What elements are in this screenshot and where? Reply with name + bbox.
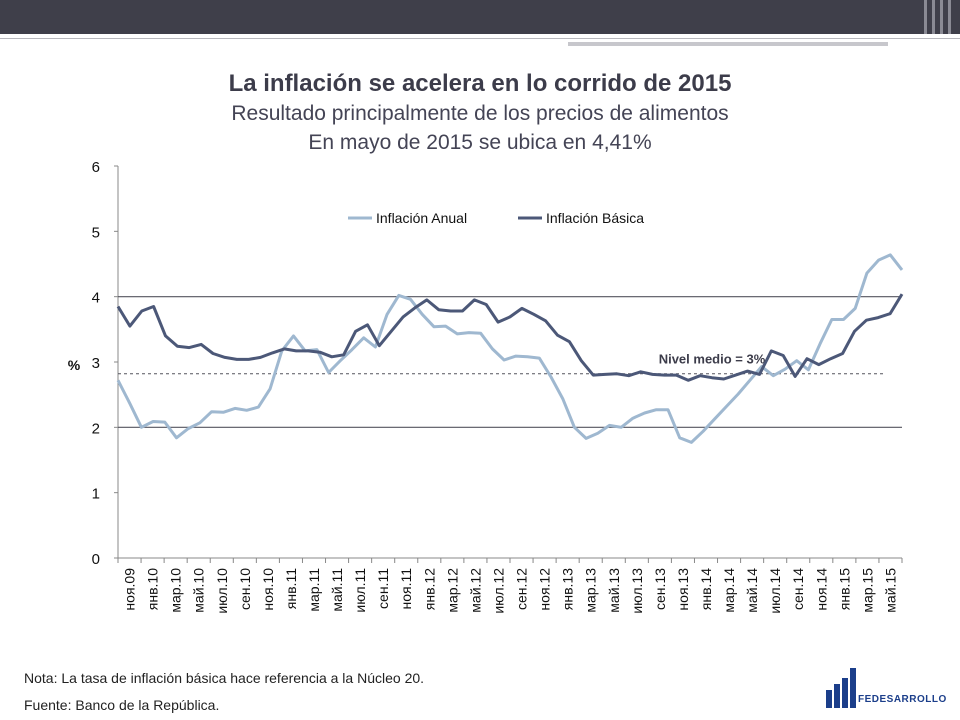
x-tick-label: май.11 [329, 568, 345, 612]
y-tick-label: 6 [92, 159, 100, 176]
x-tick-label: мар.15 [859, 568, 875, 613]
y-tick-label: 3 [92, 355, 100, 372]
x-tick-label: сен.12 [514, 568, 530, 610]
x-tick-label: ноя.13 [675, 568, 691, 611]
x-tick-label: июл.11 [352, 568, 368, 613]
legend-label: Inflación Anual [376, 210, 467, 226]
x-tick-label: ноя.12 [537, 568, 553, 611]
y-tick-label: 2 [92, 420, 100, 437]
banner-stripe [948, 0, 951, 34]
top-banner [0, 0, 960, 34]
series-line-inflacion-basica [116, 293, 904, 382]
banner-stripe [924, 0, 927, 34]
x-tick-label: янв.10 [145, 568, 161, 610]
x-tick-label: янв.11 [283, 568, 299, 609]
x-tick-label: май.10 [191, 568, 207, 613]
chart-note: Nota: La tasa de inflación básica hace r… [24, 670, 425, 686]
banner-stripe [932, 0, 935, 34]
y-axis-label: % [68, 357, 81, 373]
x-tick-label: мар.13 [583, 568, 599, 613]
x-tick-label: сен.11 [375, 568, 391, 609]
x-tick-label: янв.14 [698, 568, 714, 610]
slide-subtitle: Resultado principalmente de los precios … [231, 102, 729, 125]
inflation-chart: 0 1 2 3 4 5 6% Nivel medio = 3% ноя.09 янв.10 мар.… [68, 159, 904, 614]
y-tick-label: 5 [92, 224, 100, 241]
x-tick-label: май.14 [744, 568, 760, 613]
x-tick-label: май.12 [467, 568, 483, 613]
x-tick-label: май.15 [882, 568, 898, 613]
slide-title: La inflación se acelera en lo corrido de… [228, 70, 732, 97]
x-tick-label: ноя.11 [398, 568, 414, 610]
banner-stripe [940, 0, 943, 34]
fedesarrollo-logo [826, 668, 856, 708]
x-tick-label: янв.12 [421, 568, 437, 610]
y-tick-label: 0 [92, 551, 100, 568]
x-tick-label: мар.11 [306, 568, 322, 612]
x-tick-label: июл.13 [629, 568, 645, 614]
x-tick-label: сен.14 [790, 568, 806, 610]
x-tick-label: июл.10 [214, 568, 230, 614]
logo-wordmark: FEDESARROLLO [858, 694, 947, 705]
header-rule [0, 38, 960, 39]
series-line-inflacion-anual [116, 253, 904, 444]
x-tick-label: янв.15 [836, 568, 852, 610]
x-tick-label: ноя.14 [813, 568, 829, 611]
x-tick-label: ноя.10 [260, 568, 276, 611]
x-tick-label: янв.13 [560, 568, 576, 610]
chart-source: Fuente: Banco de la República. [24, 697, 220, 713]
x-tick-label: июл.14 [767, 568, 783, 614]
x-tick-label: май.13 [606, 568, 622, 613]
header-accent-rule [568, 42, 888, 46]
x-tick-label: мар.12 [444, 568, 460, 613]
x-tick-label: мар.14 [721, 568, 737, 613]
x-tick-label: июл.12 [490, 568, 506, 614]
x-tick-label: сен.13 [652, 568, 668, 610]
x-tick-label: ноя.09 [122, 568, 138, 611]
y-tick-label: 4 [92, 290, 100, 307]
x-tick-label: мар.10 [168, 568, 184, 613]
x-tick-label: сен.10 [237, 568, 253, 610]
slide-subtitle-2: En mayo de 2015 se ubica en 4,41% [308, 131, 652, 154]
mean-reference-label: Nivel medio = 3% [659, 352, 766, 367]
y-tick-label: 1 [92, 486, 100, 503]
legend-label: Inflación Básica [546, 210, 644, 226]
